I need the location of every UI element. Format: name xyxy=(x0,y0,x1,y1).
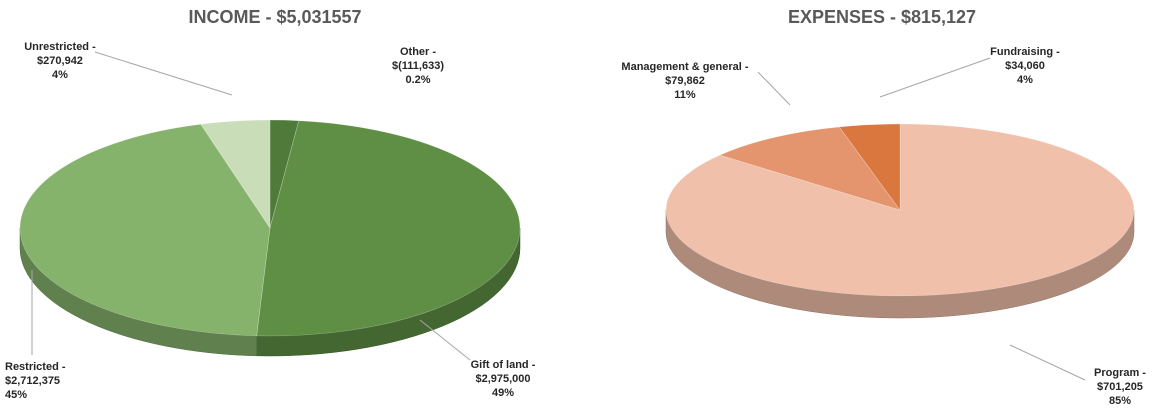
leader-line-program xyxy=(1009,344,1086,381)
leader-line-gift-of-land xyxy=(419,319,471,361)
data-label-fundraising: Fundraising -$34,060 4% xyxy=(990,46,1060,86)
pie-slice-unrestricted xyxy=(200,119,271,229)
data-label-restricted: Restricted -$2,712,375 45% xyxy=(5,361,66,401)
leader-line-unrestricted xyxy=(94,51,233,96)
data-label-gift-of-land: Gift of land -$2,975,000 49% xyxy=(471,359,536,399)
pie-slice-gift-of-land xyxy=(256,120,521,337)
data-label-unrestricted: Unrestricted -$270,942 4% xyxy=(24,41,96,81)
pie-slice-management-general xyxy=(719,126,901,211)
income-chart-title: INCOME - $5,031557 xyxy=(188,7,361,27)
data-label-management-general: Management & general -$79,862 11% xyxy=(621,61,748,101)
pie-slice-other xyxy=(269,119,300,229)
data-label-other: Other -$(111,633) 0.2% xyxy=(392,46,444,86)
pie-slice-restricted xyxy=(19,123,271,337)
expenses-chart-title: EXPENSES - $815,127 xyxy=(788,7,976,27)
data-label-program: Program -$701,205 85% xyxy=(1094,367,1146,407)
leader-line-management-general xyxy=(757,71,791,106)
leader-line-fundraising xyxy=(879,57,991,98)
expenses-pie-chart: EXPENSES - $815,127 Program -$701,205 85% M… xyxy=(621,7,1146,407)
income-pie-chart: INCOME - $5,031557 Gift of land -$2,975,0… xyxy=(5,7,536,401)
pie-slice-fundraising xyxy=(838,123,901,211)
pie-slice-program xyxy=(665,123,1135,297)
